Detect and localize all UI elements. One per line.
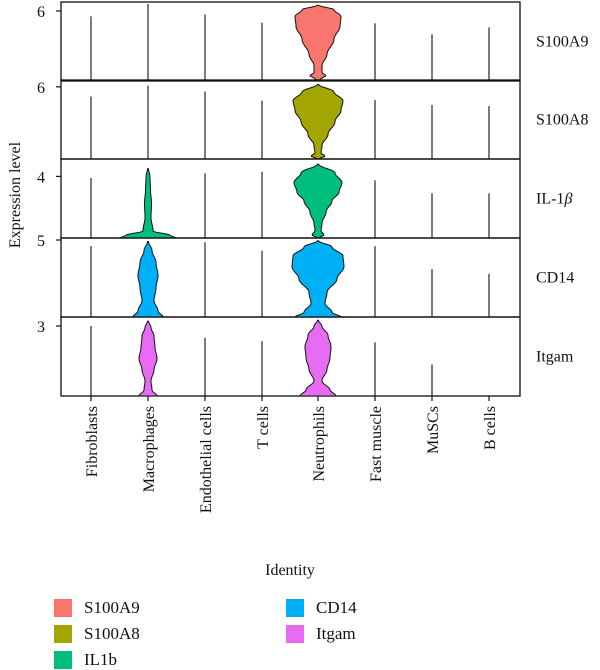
x-tick-label-neutrophils: Neutrophils bbox=[311, 406, 328, 482]
legend-item-cd14: CD14 bbox=[286, 598, 357, 618]
legend: S100A9 S100A8 IL1b CD14 Itgam bbox=[54, 598, 574, 670]
violin-s100a9-neutrophils bbox=[294, 4, 342, 82]
violin-cd14-macrophages bbox=[132, 241, 164, 318]
legend-item-s100a9: S100A9 bbox=[54, 598, 140, 618]
panel-frame-il1 bbox=[60, 158, 521, 239]
gene-label-cd14: CD14 bbox=[536, 270, 574, 287]
legend-label-il1b: IL1b bbox=[84, 650, 118, 669]
legend-label-cd14: CD14 bbox=[316, 598, 357, 617]
x-tick-label-b-cells: B cells bbox=[482, 406, 499, 450]
legend-item-s100a8: S100A8 bbox=[54, 624, 140, 644]
panel-frame-s100a9 bbox=[60, 1, 521, 82]
legend-label-s100a8: S100A8 bbox=[84, 624, 140, 643]
gene-label-il1: IL-1β bbox=[536, 191, 572, 208]
panel-frame-itgam bbox=[60, 316, 521, 397]
gene-label-itgam: Itgam bbox=[536, 349, 574, 366]
panel-frame-cd14 bbox=[60, 237, 521, 318]
legend-swatch-itgam bbox=[286, 625, 304, 643]
violin-itgam-neutrophils bbox=[299, 319, 337, 397]
y-tick-label-il1: 4 bbox=[37, 169, 45, 186]
violin-il1-macrophages bbox=[119, 168, 177, 239]
x-tick-label-t-cells: T cells bbox=[255, 406, 272, 449]
violin-cd14-neutrophils bbox=[291, 240, 345, 318]
gene-label-s100a9: S100A9 bbox=[536, 34, 588, 51]
violin-il1-neutrophils bbox=[293, 163, 343, 239]
x-axis-label: Identity bbox=[265, 562, 315, 579]
violin-itgam-macrophages bbox=[138, 320, 158, 397]
legend-item-itgam: Itgam bbox=[286, 624, 356, 644]
x-tick-label-fibroblasts: Fibroblasts bbox=[84, 406, 101, 477]
panel-frame-s100a8 bbox=[60, 79, 521, 160]
y-tick-label-cd14: 5 bbox=[37, 233, 45, 250]
legend-label-s100a9: S100A9 bbox=[84, 598, 140, 617]
violin-s100a8-neutrophils bbox=[292, 83, 344, 160]
legend-swatch-s100a8 bbox=[54, 625, 72, 643]
legend-swatch-il1b bbox=[54, 651, 72, 669]
x-tick-label-fast-muscle: Fast muscle bbox=[368, 406, 385, 482]
legend-label-itgam: Itgam bbox=[316, 624, 356, 643]
gene-label-s100a8: S100A8 bbox=[536, 112, 588, 129]
y-tick-label-s100a8: 6 bbox=[37, 80, 45, 97]
y-axis-label: Expression level bbox=[7, 141, 24, 249]
x-tick-label-macrophages: Macrophages bbox=[141, 406, 158, 492]
legend-swatch-cd14 bbox=[286, 599, 304, 617]
y-tick-label-itgam: 3 bbox=[37, 319, 45, 336]
x-tick-label-endothelial-cells: Endothelial cells bbox=[198, 406, 215, 513]
x-tick-label-muscs: MuSCs bbox=[425, 406, 442, 454]
legend-item-il1b: IL1b bbox=[54, 650, 117, 670]
y-tick-label-s100a9: 6 bbox=[37, 4, 45, 21]
legend-swatch-s100a9 bbox=[54, 599, 72, 617]
